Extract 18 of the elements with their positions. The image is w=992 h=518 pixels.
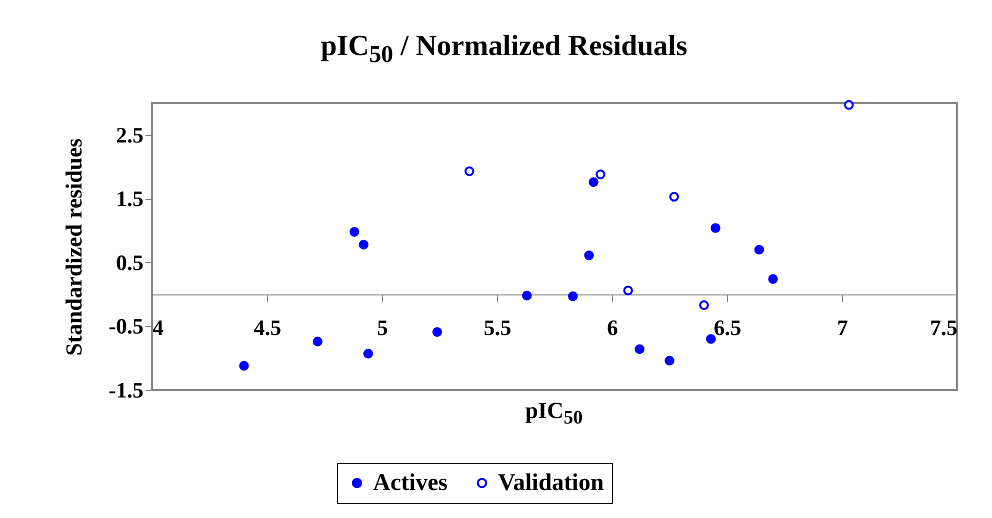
legend-label: Validation [498,470,604,496]
y-tick-label: -0.5 [108,314,144,339]
y-tick-label: 2.5 [116,122,144,148]
y-axis-title: Standardized residues [62,138,87,356]
chart-title: pIC$_{50}$ / Normalized Residuals [320,30,688,69]
x-tick-label: 4 [152,314,164,340]
x-tick-label: 4.5 [254,314,282,340]
x-tick-label: 6.5 [714,314,742,340]
y-tick-label: -1.5 [108,378,144,402]
x-tick-label: 7 [837,314,848,340]
x-axis-title: pIC$_{50}$ [525,398,583,430]
y-tick-label: 0.5 [116,250,144,275]
y-tick-label: 1.5 [116,186,144,212]
x-tick-label: 5.5 [484,314,512,340]
x-tick-label: 5 [377,314,388,340]
legend-label: Actives [373,470,448,496]
x-tick-label: 7.5 [930,314,958,340]
x-tick-label: 6 [607,314,618,340]
